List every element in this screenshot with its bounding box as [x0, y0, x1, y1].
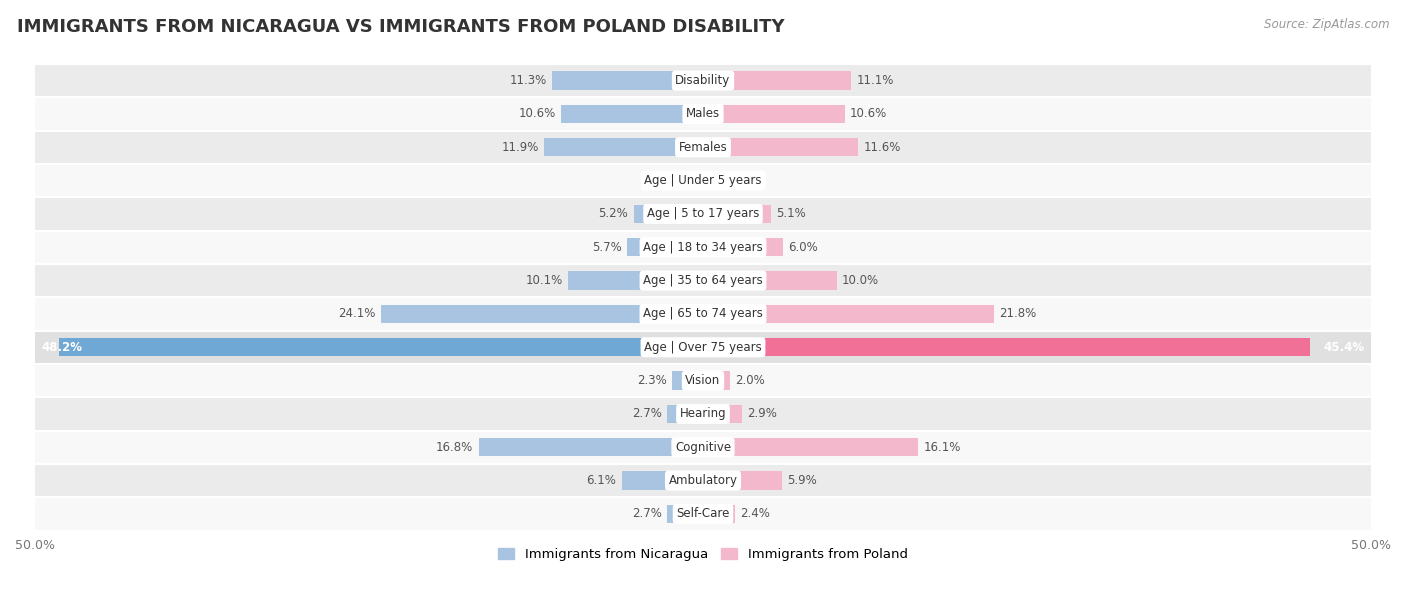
Text: 11.6%: 11.6% — [863, 141, 901, 154]
Text: 1.3%: 1.3% — [725, 174, 755, 187]
Text: 10.1%: 10.1% — [526, 274, 562, 287]
Bar — [703, 305, 994, 323]
Bar — [35, 231, 1371, 264]
Bar — [634, 205, 703, 223]
Bar — [35, 197, 1371, 231]
Text: 5.2%: 5.2% — [599, 207, 628, 220]
Text: 5.7%: 5.7% — [592, 241, 621, 254]
Bar — [627, 238, 703, 256]
Bar — [35, 397, 1371, 431]
Bar — [35, 97, 1371, 130]
Bar — [703, 405, 742, 423]
Text: Self-Care: Self-Care — [676, 507, 730, 520]
Bar — [35, 64, 1371, 97]
Bar — [553, 72, 703, 90]
Text: 6.1%: 6.1% — [586, 474, 616, 487]
Text: 11.9%: 11.9% — [502, 141, 538, 154]
Bar — [35, 297, 1371, 330]
Bar — [35, 164, 1371, 197]
Text: 21.8%: 21.8% — [1000, 307, 1036, 321]
Text: 2.9%: 2.9% — [747, 408, 778, 420]
Text: 2.7%: 2.7% — [631, 408, 662, 420]
Bar — [703, 171, 720, 190]
Bar — [703, 138, 858, 157]
Text: Cognitive: Cognitive — [675, 441, 731, 453]
Bar — [35, 364, 1371, 397]
Text: 5.1%: 5.1% — [776, 207, 806, 220]
Text: Ambulatory: Ambulatory — [668, 474, 738, 487]
Text: 1.2%: 1.2% — [652, 174, 682, 187]
Bar — [703, 72, 851, 90]
Text: 2.7%: 2.7% — [631, 507, 662, 520]
Bar — [703, 471, 782, 490]
Text: 16.8%: 16.8% — [436, 441, 474, 453]
Text: 2.0%: 2.0% — [735, 374, 765, 387]
Text: Females: Females — [679, 141, 727, 154]
Bar — [703, 371, 730, 390]
Text: 11.1%: 11.1% — [856, 74, 894, 87]
Text: Age | 35 to 64 years: Age | 35 to 64 years — [643, 274, 763, 287]
Bar — [561, 105, 703, 123]
Bar — [544, 138, 703, 157]
Text: 45.4%: 45.4% — [1323, 341, 1364, 354]
Text: 6.0%: 6.0% — [789, 241, 818, 254]
Bar — [703, 238, 783, 256]
Bar — [35, 130, 1371, 164]
Text: 5.9%: 5.9% — [787, 474, 817, 487]
Bar — [703, 105, 845, 123]
Text: Age | 5 to 17 years: Age | 5 to 17 years — [647, 207, 759, 220]
Text: 10.0%: 10.0% — [842, 274, 879, 287]
Text: 2.3%: 2.3% — [637, 374, 666, 387]
Bar — [688, 171, 703, 190]
Text: 10.6%: 10.6% — [851, 108, 887, 121]
Bar — [703, 438, 918, 457]
Text: Age | Over 75 years: Age | Over 75 years — [644, 341, 762, 354]
Text: Disability: Disability — [675, 74, 731, 87]
Bar — [35, 330, 1371, 364]
Bar — [59, 338, 703, 356]
Text: Age | 65 to 74 years: Age | 65 to 74 years — [643, 307, 763, 321]
Bar — [703, 505, 735, 523]
Bar — [703, 205, 770, 223]
Text: Hearing: Hearing — [679, 408, 727, 420]
Text: 24.1%: 24.1% — [339, 307, 375, 321]
Bar — [666, 505, 703, 523]
Text: 2.4%: 2.4% — [741, 507, 770, 520]
Text: Vision: Vision — [685, 374, 721, 387]
Bar — [35, 464, 1371, 498]
Bar — [568, 272, 703, 289]
Bar — [672, 371, 703, 390]
Bar — [621, 471, 703, 490]
Bar — [35, 431, 1371, 464]
Bar — [703, 338, 1309, 356]
Text: 11.3%: 11.3% — [509, 74, 547, 87]
Bar — [35, 498, 1371, 531]
Bar — [35, 264, 1371, 297]
Text: Age | 18 to 34 years: Age | 18 to 34 years — [643, 241, 763, 254]
Text: Source: ZipAtlas.com: Source: ZipAtlas.com — [1264, 18, 1389, 31]
Bar — [666, 405, 703, 423]
Text: 48.2%: 48.2% — [42, 341, 83, 354]
Bar — [478, 438, 703, 457]
Text: 10.6%: 10.6% — [519, 108, 555, 121]
Text: 16.1%: 16.1% — [924, 441, 960, 453]
Legend: Immigrants from Nicaragua, Immigrants from Poland: Immigrants from Nicaragua, Immigrants fr… — [494, 542, 912, 566]
Bar — [381, 305, 703, 323]
Bar — [703, 272, 837, 289]
Text: Age | Under 5 years: Age | Under 5 years — [644, 174, 762, 187]
Text: IMMIGRANTS FROM NICARAGUA VS IMMIGRANTS FROM POLAND DISABILITY: IMMIGRANTS FROM NICARAGUA VS IMMIGRANTS … — [17, 18, 785, 36]
Text: Males: Males — [686, 108, 720, 121]
